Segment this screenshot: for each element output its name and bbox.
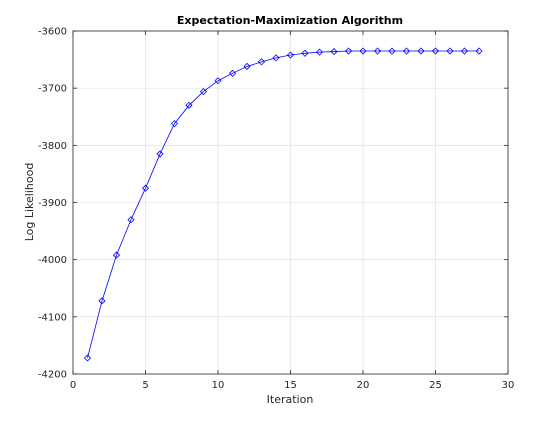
data-point-marker [156, 150, 164, 158]
data-point-marker [185, 101, 193, 109]
y-axis-label: Log Likelihood [23, 163, 36, 242]
data-series [83, 47, 483, 362]
y-tick-label: -4100 [38, 312, 67, 323]
data-point-marker [402, 47, 411, 55]
data-point-marker [475, 47, 483, 55]
data-point-marker [344, 47, 353, 55]
data-point-marker [388, 47, 396, 55]
x-tick-label: 10 [212, 380, 225, 391]
data-point-marker [359, 47, 367, 55]
x-tick-label: 25 [429, 380, 442, 391]
x-axis-label: Iteration [267, 393, 314, 406]
axis-ticks: 0 5 10 15 20 25 30 -3600 -3700 -3800 -3900 -4000 -41… [38, 27, 514, 392]
data-point-marker [417, 47, 425, 55]
chart-title: Expectation-Maximization Algorithm [177, 14, 403, 27]
data-point-marker [199, 88, 208, 96]
y-tick-label: -4000 [38, 255, 67, 266]
y-tick-label: -3800 [38, 141, 67, 152]
data-point-marker [373, 47, 382, 55]
y-tick-label: -4200 [38, 370, 67, 381]
data-point-marker [243, 62, 251, 71]
x-tick-label: 30 [502, 380, 515, 391]
data-point-marker [286, 51, 295, 59]
y-tick-label: -3700 [38, 84, 67, 95]
data-point-marker [214, 77, 222, 85]
x-tick-label: 20 [357, 380, 370, 391]
data-point-marker [431, 47, 440, 55]
data-point-marker [301, 49, 309, 57]
y-tick-label: -3900 [38, 198, 67, 209]
data-point-marker [83, 354, 92, 362]
y-tick-label: -3600 [38, 27, 67, 38]
data-point-marker [170, 120, 179, 128]
data-point-marker [112, 251, 121, 259]
data-point-marker [315, 48, 324, 56]
data-point-marker [98, 297, 106, 305]
data-point-marker [228, 69, 237, 77]
series-line [87, 50, 479, 359]
data-point-marker [257, 58, 266, 66]
data-point-marker [141, 184, 150, 192]
x-tick-label: 0 [70, 380, 76, 391]
x-tick-label: 5 [142, 380, 148, 391]
data-point-marker [272, 54, 280, 62]
data-point-marker [446, 47, 454, 55]
x-tick-label: 15 [284, 380, 297, 391]
data-point-marker [330, 48, 338, 56]
data-point-marker [127, 216, 135, 224]
data-point-marker [460, 47, 469, 55]
